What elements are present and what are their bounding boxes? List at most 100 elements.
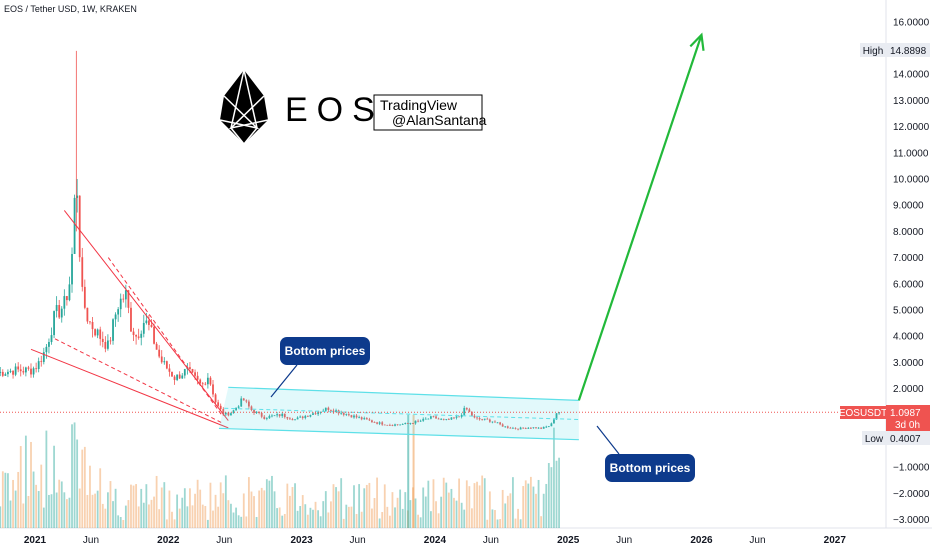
candle-body xyxy=(189,367,191,370)
candle-body xyxy=(499,422,502,425)
candle-body xyxy=(173,376,176,380)
channel-mid-line[interactable] xyxy=(224,407,579,421)
candle-body xyxy=(171,371,173,377)
candle-body xyxy=(165,361,168,369)
low-badge: Low 0.4007 xyxy=(862,431,930,445)
volume-bar xyxy=(529,476,532,528)
volume-bar xyxy=(86,494,89,528)
volume-bar xyxy=(394,507,396,528)
candle-body xyxy=(412,423,414,424)
volume-bar xyxy=(383,484,386,528)
candle-body xyxy=(27,367,30,369)
target-arrow[interactable] xyxy=(577,34,703,401)
candle-body xyxy=(447,419,450,420)
volume-bar xyxy=(83,446,86,528)
volume-bar xyxy=(524,480,527,528)
volume-bar xyxy=(399,489,402,528)
candle-body xyxy=(4,374,7,376)
wedge-line[interactable] xyxy=(30,348,229,429)
candle-body xyxy=(299,416,302,418)
volume-bar xyxy=(124,505,127,528)
channel-fill[interactable] xyxy=(218,387,579,440)
candle-body xyxy=(191,369,194,373)
volume-bar xyxy=(199,489,202,528)
volume-bar xyxy=(181,497,184,528)
volume-bar xyxy=(417,514,419,528)
wedge-dashed-line[interactable] xyxy=(107,257,223,416)
candle-body xyxy=(301,416,304,419)
candle-body xyxy=(478,418,481,420)
time-axis[interactable] xyxy=(0,528,932,550)
candles xyxy=(0,50,560,431)
wedge-dashed-line[interactable] xyxy=(54,338,222,424)
candle-body xyxy=(419,420,422,422)
volume-bar xyxy=(460,502,463,528)
volume-bar xyxy=(32,471,35,528)
candle-body xyxy=(9,370,12,372)
volume-bar xyxy=(430,511,432,528)
candle-body xyxy=(324,407,327,411)
time-tick-label: Jun xyxy=(749,535,765,546)
candle-body xyxy=(383,424,386,426)
channel-line[interactable] xyxy=(228,386,579,401)
price-tick-label: 8.0000 xyxy=(893,227,924,238)
candle-body xyxy=(132,331,135,336)
price-tick-label: 4.0000 xyxy=(893,332,924,343)
volume-bar xyxy=(486,519,489,528)
volume-bar xyxy=(309,507,312,528)
candle-body xyxy=(219,405,222,410)
candle-body xyxy=(212,384,214,395)
high-badge: High 14.8898 xyxy=(860,43,930,57)
volume-bar xyxy=(107,492,109,528)
volume-bar xyxy=(294,483,296,528)
svg-text:High: High xyxy=(863,46,884,57)
callout-bottom-prices-bottom[interactable]: Bottom prices xyxy=(596,425,695,482)
price-tick-label: 10.0000 xyxy=(893,175,930,186)
channel-line[interactable] xyxy=(218,427,579,441)
candle-body xyxy=(424,418,427,420)
candle-body xyxy=(83,286,86,308)
volume-bar xyxy=(40,464,43,528)
volume-bar xyxy=(201,504,204,528)
candle-body xyxy=(386,424,389,426)
candle-body xyxy=(440,418,443,420)
candle-body xyxy=(553,419,555,424)
volume-bar xyxy=(337,491,340,528)
svg-text:3d 0h: 3d 0h xyxy=(895,420,920,431)
volume-bar xyxy=(371,508,373,528)
callout-bottom-prices-top[interactable]: Bottom prices xyxy=(270,337,370,398)
author-line1: TradingView xyxy=(380,97,458,113)
candle-body xyxy=(506,426,509,428)
volume-bar xyxy=(260,487,263,528)
candle-body xyxy=(204,383,207,385)
volume-bar xyxy=(512,477,514,528)
candle-body xyxy=(217,402,220,406)
volume-bar xyxy=(178,508,181,528)
drawings[interactable] xyxy=(30,32,705,441)
eos-logo: EOS xyxy=(219,69,375,146)
candle-body xyxy=(235,407,237,411)
volume-bar xyxy=(281,515,284,528)
volume-bar xyxy=(265,479,268,528)
candle-body xyxy=(263,416,266,419)
volume-bar xyxy=(532,486,535,528)
volume-bar xyxy=(442,477,445,528)
volume-bar xyxy=(458,478,460,528)
volume-bar xyxy=(553,427,555,528)
volume-bar xyxy=(555,460,558,528)
volume-bar xyxy=(289,495,291,528)
candle-body xyxy=(537,427,540,429)
candle-body xyxy=(73,197,76,254)
volume-bar xyxy=(373,498,376,528)
candle-body xyxy=(342,412,345,415)
plot-area[interactable] xyxy=(0,0,886,528)
candle-body xyxy=(309,414,312,417)
time-tick-label: Jun xyxy=(616,535,632,546)
volume-bar xyxy=(91,494,94,528)
candle-body xyxy=(283,413,286,418)
volume-bar xyxy=(322,501,325,528)
volume-bar xyxy=(306,514,309,528)
candle-body xyxy=(532,427,535,429)
candle-body xyxy=(330,409,332,411)
